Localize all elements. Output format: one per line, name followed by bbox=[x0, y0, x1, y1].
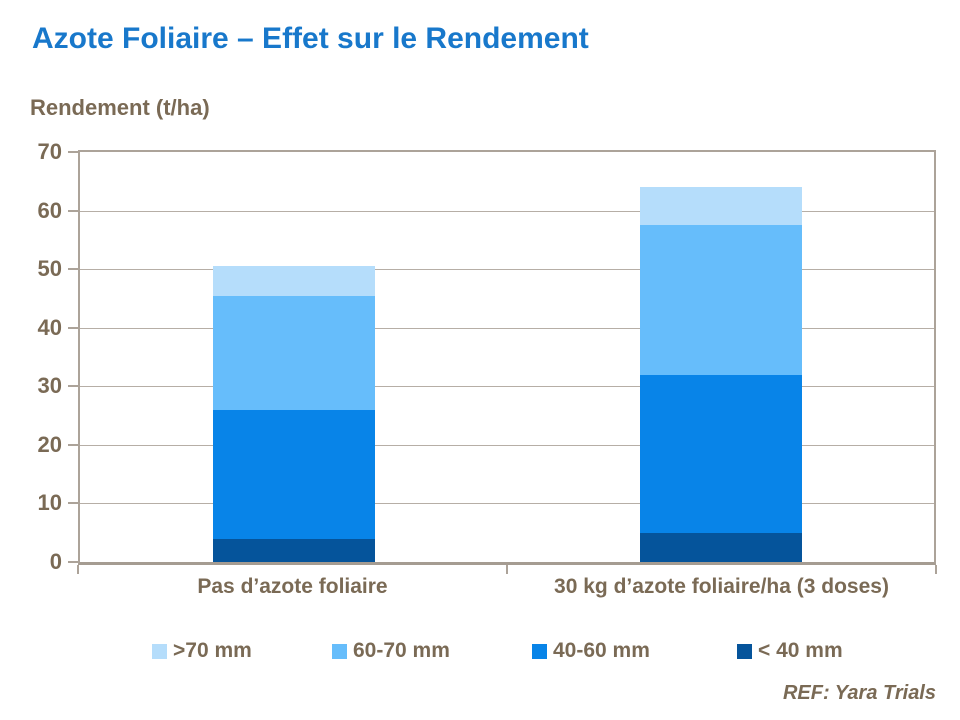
y-tick-mark bbox=[68, 209, 78, 212]
gridline-y50 bbox=[80, 269, 934, 271]
y-tick-label: 70 bbox=[37, 139, 62, 164]
bar-segment bbox=[212, 538, 375, 562]
y-tick-mark bbox=[68, 326, 78, 329]
x-tick-mark bbox=[77, 565, 79, 574]
chart-title: Azote Foliaire – Effet sur le Rendement bbox=[32, 22, 589, 55]
bar-segment bbox=[639, 187, 802, 226]
x-category-label: Pas d’azote foliaire bbox=[197, 575, 388, 598]
bar-segment bbox=[639, 374, 802, 533]
y-tick-mark bbox=[68, 385, 78, 388]
legend-label: >70 mm bbox=[173, 639, 252, 662]
y-tick-label: 40 bbox=[37, 314, 62, 340]
legend-label: 40-60 mm bbox=[553, 639, 650, 662]
gridline-y10 bbox=[80, 503, 934, 505]
legend-item: 60-70 mm bbox=[332, 639, 450, 663]
gridline-y20 bbox=[80, 444, 934, 446]
y-tick-label: 60 bbox=[37, 197, 62, 223]
x-tick-mark bbox=[506, 565, 508, 574]
bar-segment bbox=[639, 532, 802, 562]
reference-note: REF: Yara Trials bbox=[782, 682, 936, 704]
legend-swatch-icon bbox=[532, 643, 547, 659]
y-tick-label: 30 bbox=[37, 373, 62, 399]
legend-item: 40-60 mm bbox=[532, 639, 650, 663]
legend: >70 mm 60-70 mm 40-60 mm < 40 mm bbox=[0, 639, 960, 663]
y-tick-mark bbox=[68, 502, 78, 505]
y-tick-mark bbox=[68, 268, 78, 271]
legend-label: 60-70 mm bbox=[353, 639, 450, 662]
y-tick-mark bbox=[68, 151, 78, 153]
bar-segment bbox=[639, 225, 802, 375]
gridline-y60 bbox=[80, 210, 934, 212]
legend-label: < 40 mm bbox=[758, 639, 843, 662]
y-tick-mark bbox=[68, 443, 78, 446]
legend-item: < 40 mm bbox=[737, 639, 843, 663]
x-tick-mark bbox=[935, 565, 937, 574]
x-category-label: 30 kg d’azote foliaire/ha (3 doses) bbox=[554, 575, 889, 598]
y-tick-label: 20 bbox=[37, 431, 62, 457]
bar-segment bbox=[212, 409, 375, 539]
legend-swatch-icon bbox=[152, 643, 167, 659]
legend-swatch-icon bbox=[332, 643, 347, 659]
y-tick-label: 10 bbox=[37, 490, 62, 516]
gridline-y40 bbox=[80, 327, 934, 329]
y-tick-label: 50 bbox=[37, 256, 62, 282]
y-tick-label: 0 bbox=[49, 549, 62, 574]
legend-item: >70 mm bbox=[152, 639, 252, 663]
bar-segment bbox=[212, 295, 375, 410]
gridline-y30 bbox=[80, 386, 934, 388]
y-axis-title: Rendement (t/ha) bbox=[30, 95, 210, 120]
y-tick-mark bbox=[68, 561, 78, 563]
plot-area bbox=[78, 150, 936, 565]
legend-swatch-icon bbox=[737, 643, 752, 659]
stacked-bar-1 bbox=[212, 266, 375, 562]
bar-segment bbox=[212, 266, 375, 296]
stacked-bar-2 bbox=[639, 187, 802, 562]
